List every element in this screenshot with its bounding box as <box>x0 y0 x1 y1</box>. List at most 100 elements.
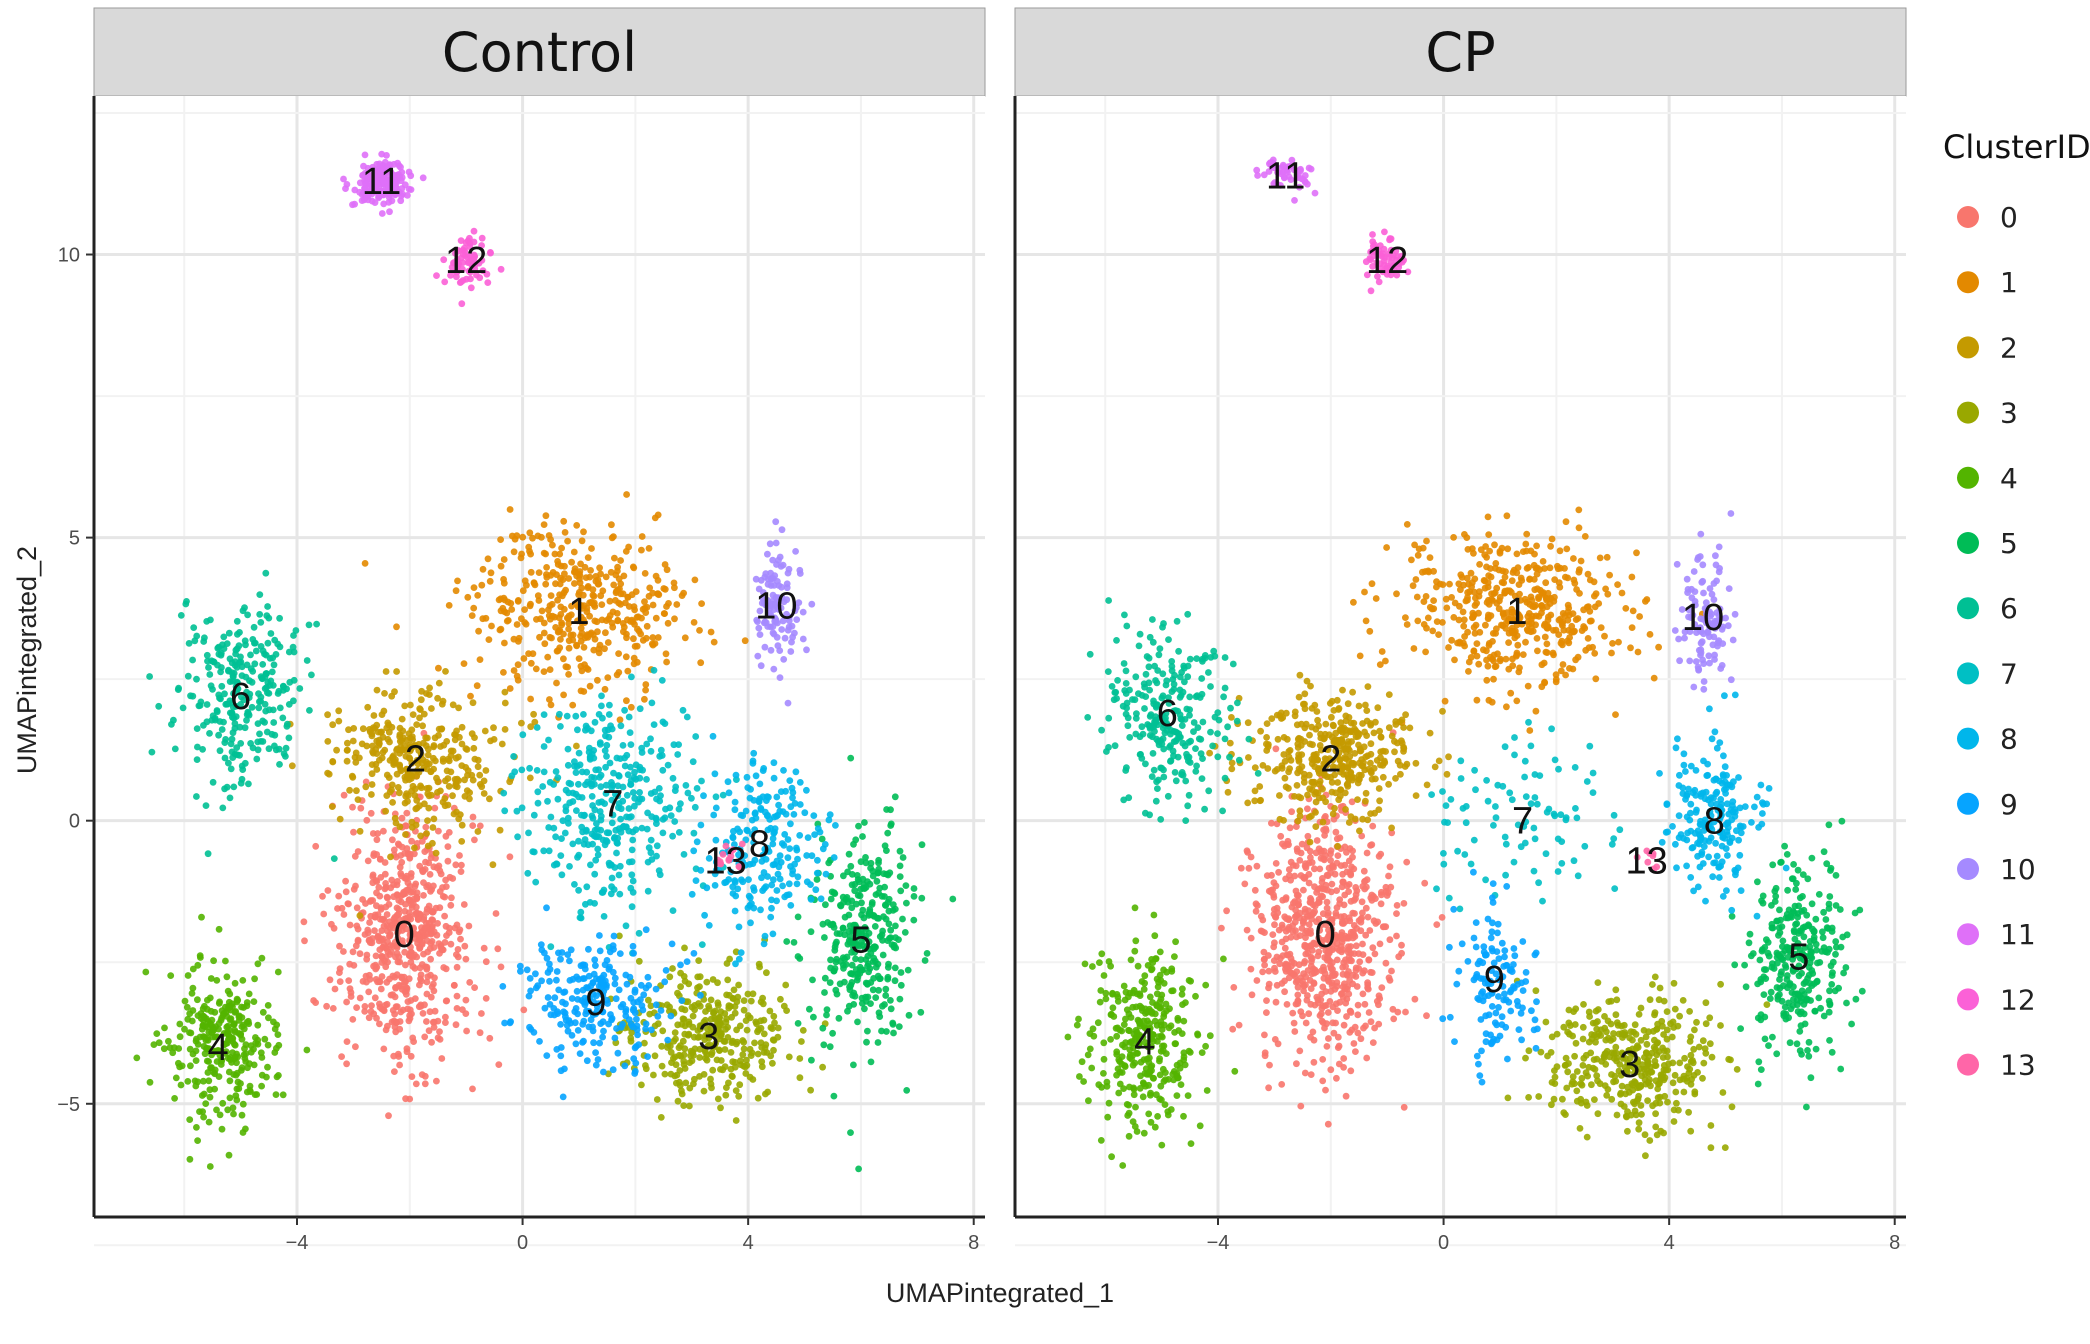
cluster-1-point <box>1575 524 1583 532</box>
cluster-7-point <box>601 800 608 807</box>
cluster-1-point <box>594 676 601 684</box>
cluster-6-point <box>189 656 197 664</box>
cluster-3-point <box>676 1078 683 1086</box>
cluster-3-point <box>677 969 684 977</box>
cluster-3-point <box>742 1070 750 1077</box>
cluster-1-point <box>478 581 486 589</box>
cluster-6-point <box>252 647 260 655</box>
cluster-2-point <box>368 770 376 778</box>
cluster-1-point <box>501 596 509 604</box>
cluster-7-point <box>622 922 630 930</box>
cluster-2-point <box>461 776 468 784</box>
cluster-3-point <box>807 1086 814 1094</box>
cluster-7-point <box>628 903 636 911</box>
cluster-11-point <box>358 197 366 205</box>
cluster-11-point <box>376 160 383 168</box>
cluster-7-point <box>621 706 628 714</box>
cluster-4-point <box>226 1077 234 1085</box>
cluster-8-point <box>737 949 745 956</box>
cluster-8-point <box>697 866 705 874</box>
cluster-0-point <box>1348 957 1355 965</box>
cluster-2-point <box>435 679 443 687</box>
cluster-3-point <box>771 1019 778 1027</box>
cluster-4-point <box>198 913 205 921</box>
cluster-0-point <box>436 1028 443 1035</box>
cluster-1-point <box>1543 640 1551 648</box>
cluster-1-point <box>1562 518 1570 526</box>
cluster-7-point <box>514 833 521 841</box>
cluster-8-point <box>779 882 786 890</box>
cluster-8-point <box>735 851 742 859</box>
cluster-0-point <box>356 950 364 958</box>
cluster-0-point <box>380 827 387 835</box>
cluster-0-point <box>389 972 397 980</box>
cluster-1-point <box>508 606 516 613</box>
cluster-0-point <box>1334 852 1342 859</box>
cluster-4-point <box>191 1077 199 1085</box>
cluster-1-point <box>1372 595 1380 602</box>
cluster-1-point <box>1562 573 1569 581</box>
cluster-1-point <box>1528 596 1536 604</box>
cluster-3-point <box>726 955 733 963</box>
cluster-0-point <box>349 803 356 811</box>
cluster-8-point <box>776 852 784 860</box>
cluster-1-point <box>654 511 662 519</box>
cluster-11-point <box>361 151 369 159</box>
cluster-0-point <box>407 943 414 951</box>
cluster-2-point <box>397 766 405 773</box>
cluster-8-point <box>781 831 789 838</box>
cluster-5-point <box>863 1038 870 1046</box>
cluster-0-point <box>1382 883 1390 891</box>
cluster-1-point <box>577 624 585 632</box>
cluster-5-point <box>858 1000 866 1007</box>
cluster-1-point <box>565 620 573 627</box>
cluster-7-point <box>566 863 573 870</box>
cluster-7-point <box>617 722 625 730</box>
cluster-1-point <box>1472 594 1479 602</box>
cluster-0-point <box>1340 913 1348 920</box>
cluster-8-point <box>712 804 720 812</box>
cluster-0-point <box>1354 1011 1362 1019</box>
cluster-7-point <box>587 861 594 869</box>
cluster-7-point <box>583 768 591 776</box>
cluster-1-point <box>1539 558 1547 565</box>
cluster-0-point <box>342 877 349 885</box>
cluster-10-point <box>764 597 772 604</box>
cluster-0-point <box>1263 872 1271 879</box>
cluster-8-point <box>742 807 750 815</box>
cluster-4-point <box>219 1099 227 1107</box>
cluster-0-point <box>1365 956 1373 964</box>
cluster-0-point <box>388 876 396 884</box>
cluster-1-point <box>1603 553 1611 561</box>
cluster-6-point <box>264 603 271 610</box>
cluster-2-point <box>442 668 449 675</box>
cluster-7-point <box>675 805 683 813</box>
cluster-5-point <box>871 923 879 930</box>
cluster-0-point <box>404 998 412 1005</box>
cluster-8-point <box>750 749 758 757</box>
cluster-7-point <box>638 749 646 756</box>
cluster-6-point <box>296 685 304 692</box>
cluster-1-point <box>532 665 540 673</box>
cluster-8-point <box>775 801 782 809</box>
cluster-12-point <box>497 265 505 273</box>
cluster-0-point <box>445 829 453 836</box>
cluster-7-point <box>608 725 616 733</box>
cluster-0-point <box>1319 1019 1327 1026</box>
cluster-1-point <box>641 598 648 606</box>
cluster-1-point <box>1519 651 1527 658</box>
cluster-9-point <box>631 986 639 994</box>
cluster-4-point <box>254 1036 262 1044</box>
cluster-3-point <box>696 1054 704 1061</box>
cluster-8-point <box>785 880 793 888</box>
cluster-0-point <box>396 1061 403 1069</box>
cluster-3-point <box>757 998 765 1006</box>
cluster-9-point <box>574 1027 582 1034</box>
cluster-11-point <box>364 164 372 172</box>
cluster-5-point <box>850 1061 857 1069</box>
cluster-7-point <box>677 800 684 808</box>
cluster-1-point <box>535 569 543 576</box>
cluster-4-point <box>160 1045 168 1053</box>
cluster-4-point <box>200 1043 208 1050</box>
cluster-2-point <box>416 705 424 713</box>
